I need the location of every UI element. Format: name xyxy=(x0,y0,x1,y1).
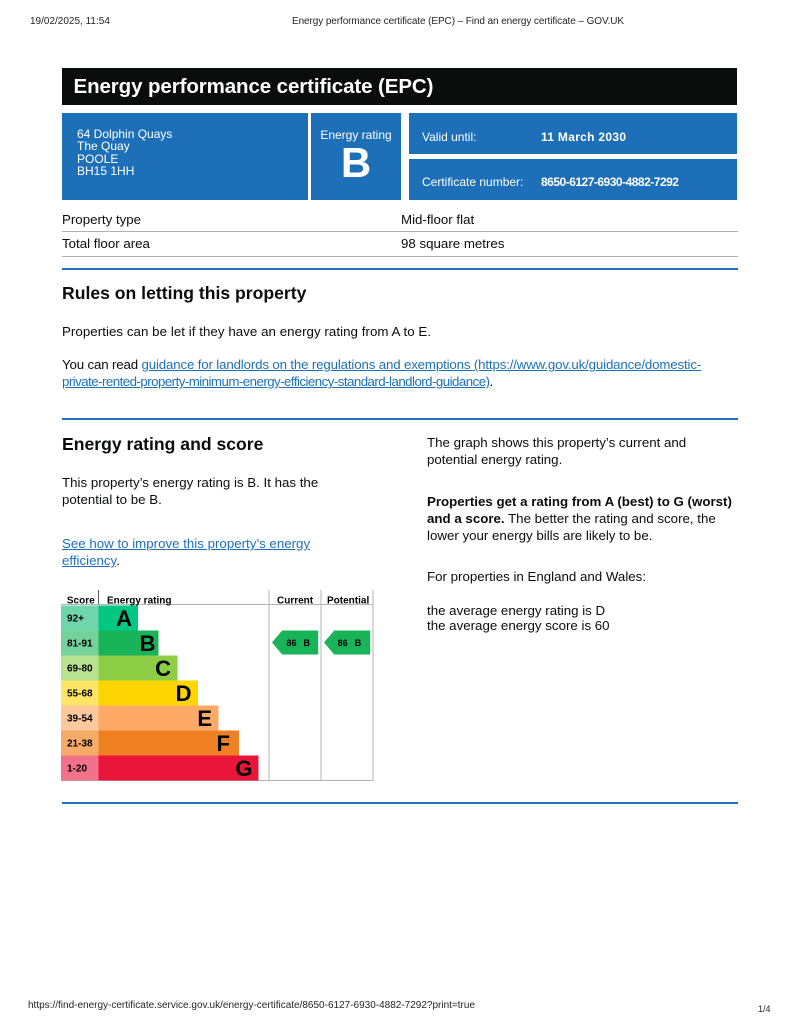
svg-text:C: C xyxy=(155,656,171,681)
svg-text:86: 86 xyxy=(338,638,348,648)
svg-text:92+: 92+ xyxy=(67,614,84,625)
svg-text:B: B xyxy=(355,638,362,648)
svg-text:86: 86 xyxy=(286,638,296,648)
svg-text:69-80: 69-80 xyxy=(67,664,93,675)
svg-text:B: B xyxy=(303,638,310,648)
svg-text:Current: Current xyxy=(277,595,314,606)
svg-text:Energy rating: Energy rating xyxy=(107,595,171,606)
svg-text:1-20: 1-20 xyxy=(67,764,87,775)
svg-text:B: B xyxy=(140,631,156,656)
svg-text:A: A xyxy=(116,606,132,631)
svg-text:21-38: 21-38 xyxy=(67,739,93,750)
svg-text:55-68: 55-68 xyxy=(67,689,93,700)
svg-text:81-91: 81-91 xyxy=(67,639,93,650)
svg-text:Potential: Potential xyxy=(327,595,369,606)
svg-text:D: D xyxy=(176,681,192,706)
svg-text:F: F xyxy=(217,731,230,756)
svg-text:G: G xyxy=(235,756,252,781)
svg-text:E: E xyxy=(197,706,212,731)
svg-text:Score: Score xyxy=(67,595,95,606)
svg-text:39-54: 39-54 xyxy=(67,714,93,725)
